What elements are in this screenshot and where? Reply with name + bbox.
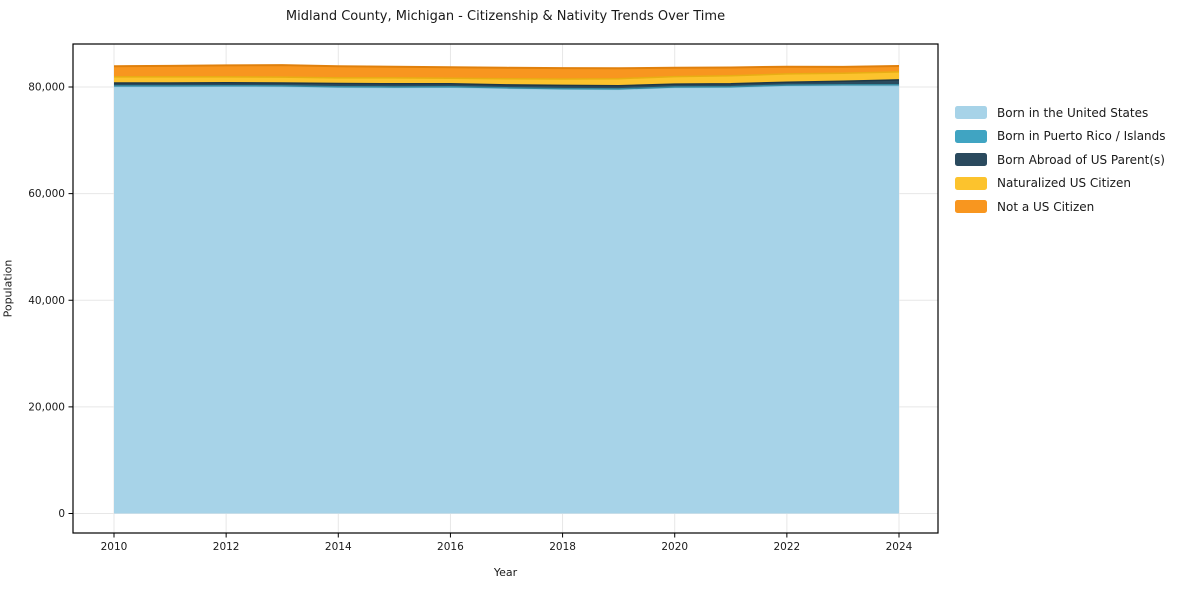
legend-swatch-naturalized [955, 176, 987, 190]
y-tick-label: 60,000 [28, 188, 65, 200]
x-tick-label: 2010 [101, 541, 128, 553]
legend-label: Naturalized US Citizen [997, 176, 1131, 190]
x-tick-label: 2014 [325, 541, 352, 553]
x-tick-label: 2012 [213, 541, 240, 553]
chart-title: Midland County, Michigan - Citizenship &… [285, 9, 726, 24]
y-tick-label: 20,000 [28, 401, 65, 413]
x-tick-label: 2018 [549, 541, 576, 553]
legend: Born in the United States Born in Puerto… [955, 105, 1166, 214]
x-tick-label: 2022 [773, 541, 800, 553]
legend-label: Not a US Citizen [997, 199, 1095, 214]
legend-item-naturalized: Naturalized US Citizen [955, 176, 1166, 190]
legend-item-not-citizen: Not a US Citizen [955, 199, 1166, 214]
x-tick-label: 2016 [437, 541, 464, 553]
y-tick-label: 80,000 [28, 82, 65, 94]
y-axis-label: Population [1, 259, 15, 318]
y-tick-label: 40,000 [28, 295, 65, 307]
legend-label: Born in the United States [997, 105, 1149, 120]
legend-swatch-born-abroad [955, 153, 987, 166]
legend-item-born-us: Born in the United States [955, 105, 1166, 120]
legend-item-born-abroad: Born Abroad of US Parent(s) [955, 152, 1166, 167]
legend-swatch-born-us [955, 106, 987, 119]
legend-label: Born Abroad of US Parent(s) [997, 152, 1165, 167]
legend-swatch-puerto-rico [955, 129, 987, 143]
legend-label: Born in Puerto Rico / Islands [997, 129, 1166, 143]
y-tick-label: 0 [58, 508, 65, 520]
x-axis-label: Year [493, 566, 518, 579]
legend-swatch-not-citizen [955, 200, 987, 213]
legend-item-puerto-rico: Born in Puerto Rico / Islands [955, 129, 1166, 143]
x-tick-label: 2020 [661, 541, 688, 553]
x-tick-label: 2024 [886, 541, 913, 553]
